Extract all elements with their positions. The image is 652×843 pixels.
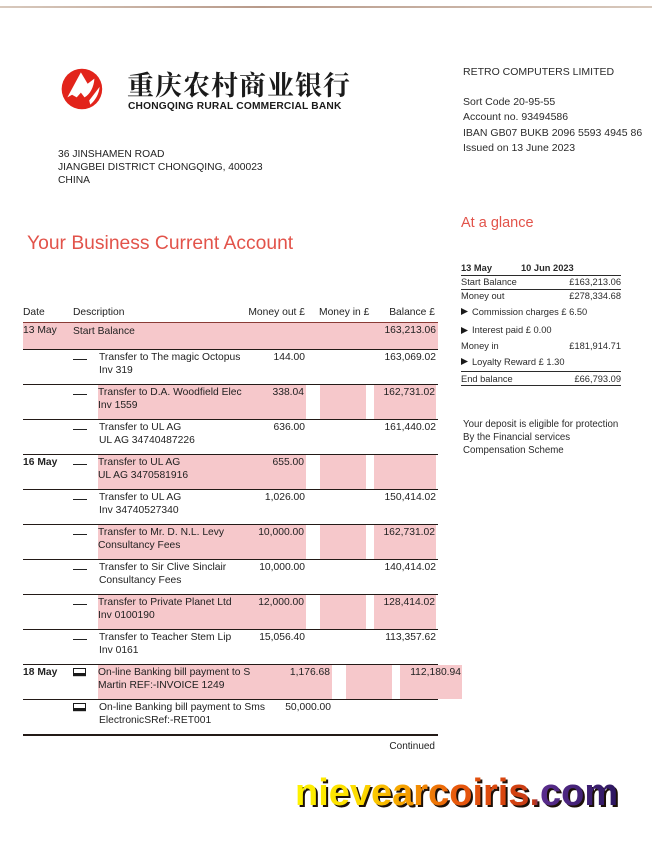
svg-text:nievearcoiris.com: nievearcoiris.com xyxy=(295,772,618,814)
